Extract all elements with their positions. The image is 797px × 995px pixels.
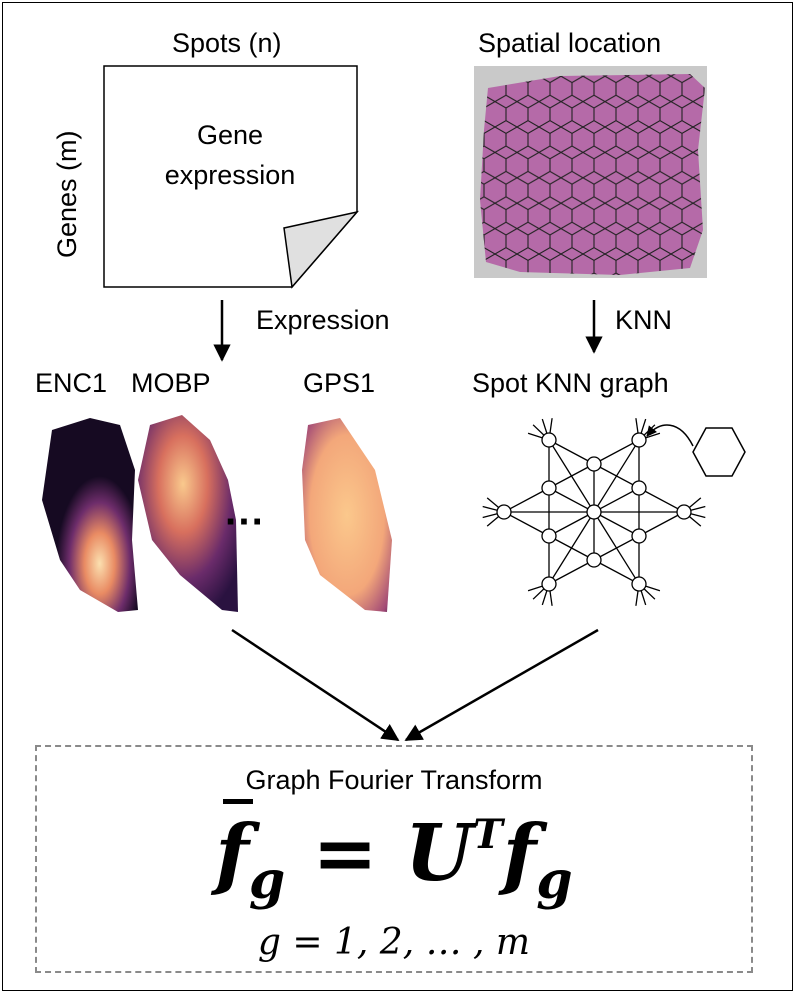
knn-edge <box>548 535 595 561</box>
gene-expression-matrix <box>103 65 360 289</box>
knn-node <box>631 528 647 544</box>
spot-link-arrow <box>646 424 694 447</box>
knn-label: KNN <box>615 305 673 335</box>
gps1-label: GPS1 <box>303 368 376 398</box>
knn-node <box>631 576 647 592</box>
u-transpose: T <box>472 811 503 858</box>
knn-node <box>496 504 512 520</box>
knn-node <box>676 504 692 520</box>
knn-node <box>541 576 557 592</box>
converge-arrow-right <box>404 628 599 742</box>
f-signal: f <box>502 808 537 899</box>
enc1-heatmap <box>42 418 138 612</box>
spots-label: Spots (n) <box>172 28 282 58</box>
knn-node <box>541 480 557 496</box>
knn-node <box>586 456 602 472</box>
spatial-tissue-image <box>474 66 707 278</box>
mobp-label: MOBP <box>131 368 211 398</box>
knn-edge <box>593 535 640 561</box>
enc1-label: ENC1 <box>35 368 108 398</box>
knn-node <box>586 552 602 568</box>
knn-edge <box>548 439 595 465</box>
knn-edge <box>593 463 640 489</box>
gft-range: g = 1, 2, … , m <box>257 922 531 963</box>
genes-label: Genes (m) <box>52 130 82 258</box>
knn-edge <box>593 487 640 513</box>
knn-node <box>631 432 647 448</box>
knn-node <box>541 528 557 544</box>
ellipsis: ··· <box>225 500 265 544</box>
spatial-location-label: Spatial location <box>478 28 662 58</box>
u-matrix: U <box>404 808 473 899</box>
knn-edge <box>503 487 550 513</box>
knn-node <box>631 480 647 496</box>
knn-node <box>541 432 557 448</box>
converge-arrow-left <box>231 628 400 742</box>
gft-title: Graph Fourier Transform <box>245 765 543 795</box>
knn-edge <box>548 511 595 537</box>
mobp-heatmap <box>138 415 238 612</box>
gene-expression-line2: expression <box>164 160 296 190</box>
gene-expression-line1: Gene <box>196 120 264 150</box>
knn-node <box>586 504 602 520</box>
lhs-sub: g <box>248 850 286 911</box>
gps1-heatmap <box>302 418 392 612</box>
spot-hexagon <box>692 427 746 477</box>
knn-edge <box>593 439 640 465</box>
equals: = <box>285 808 405 899</box>
knn-edge <box>593 511 640 537</box>
knn-edge <box>548 487 595 513</box>
gft-formula: fg = UTfg <box>37 799 751 907</box>
knn-edge <box>548 463 595 489</box>
expression-label: Expression <box>256 305 390 335</box>
f-hat: f <box>215 799 253 899</box>
spot-knn-graph-label: Spot KNN graph <box>472 368 669 398</box>
rhs-sub: g <box>536 850 573 911</box>
knn-edge <box>593 559 640 585</box>
knn-edge <box>503 511 550 537</box>
knn-edge <box>638 487 685 513</box>
spot-knn-graph <box>482 418 706 606</box>
knn-edge <box>638 511 685 537</box>
gft-box: Graph Fourier Transform fg = UTfg g = 1,… <box>35 745 753 973</box>
knn-edge <box>548 559 595 585</box>
